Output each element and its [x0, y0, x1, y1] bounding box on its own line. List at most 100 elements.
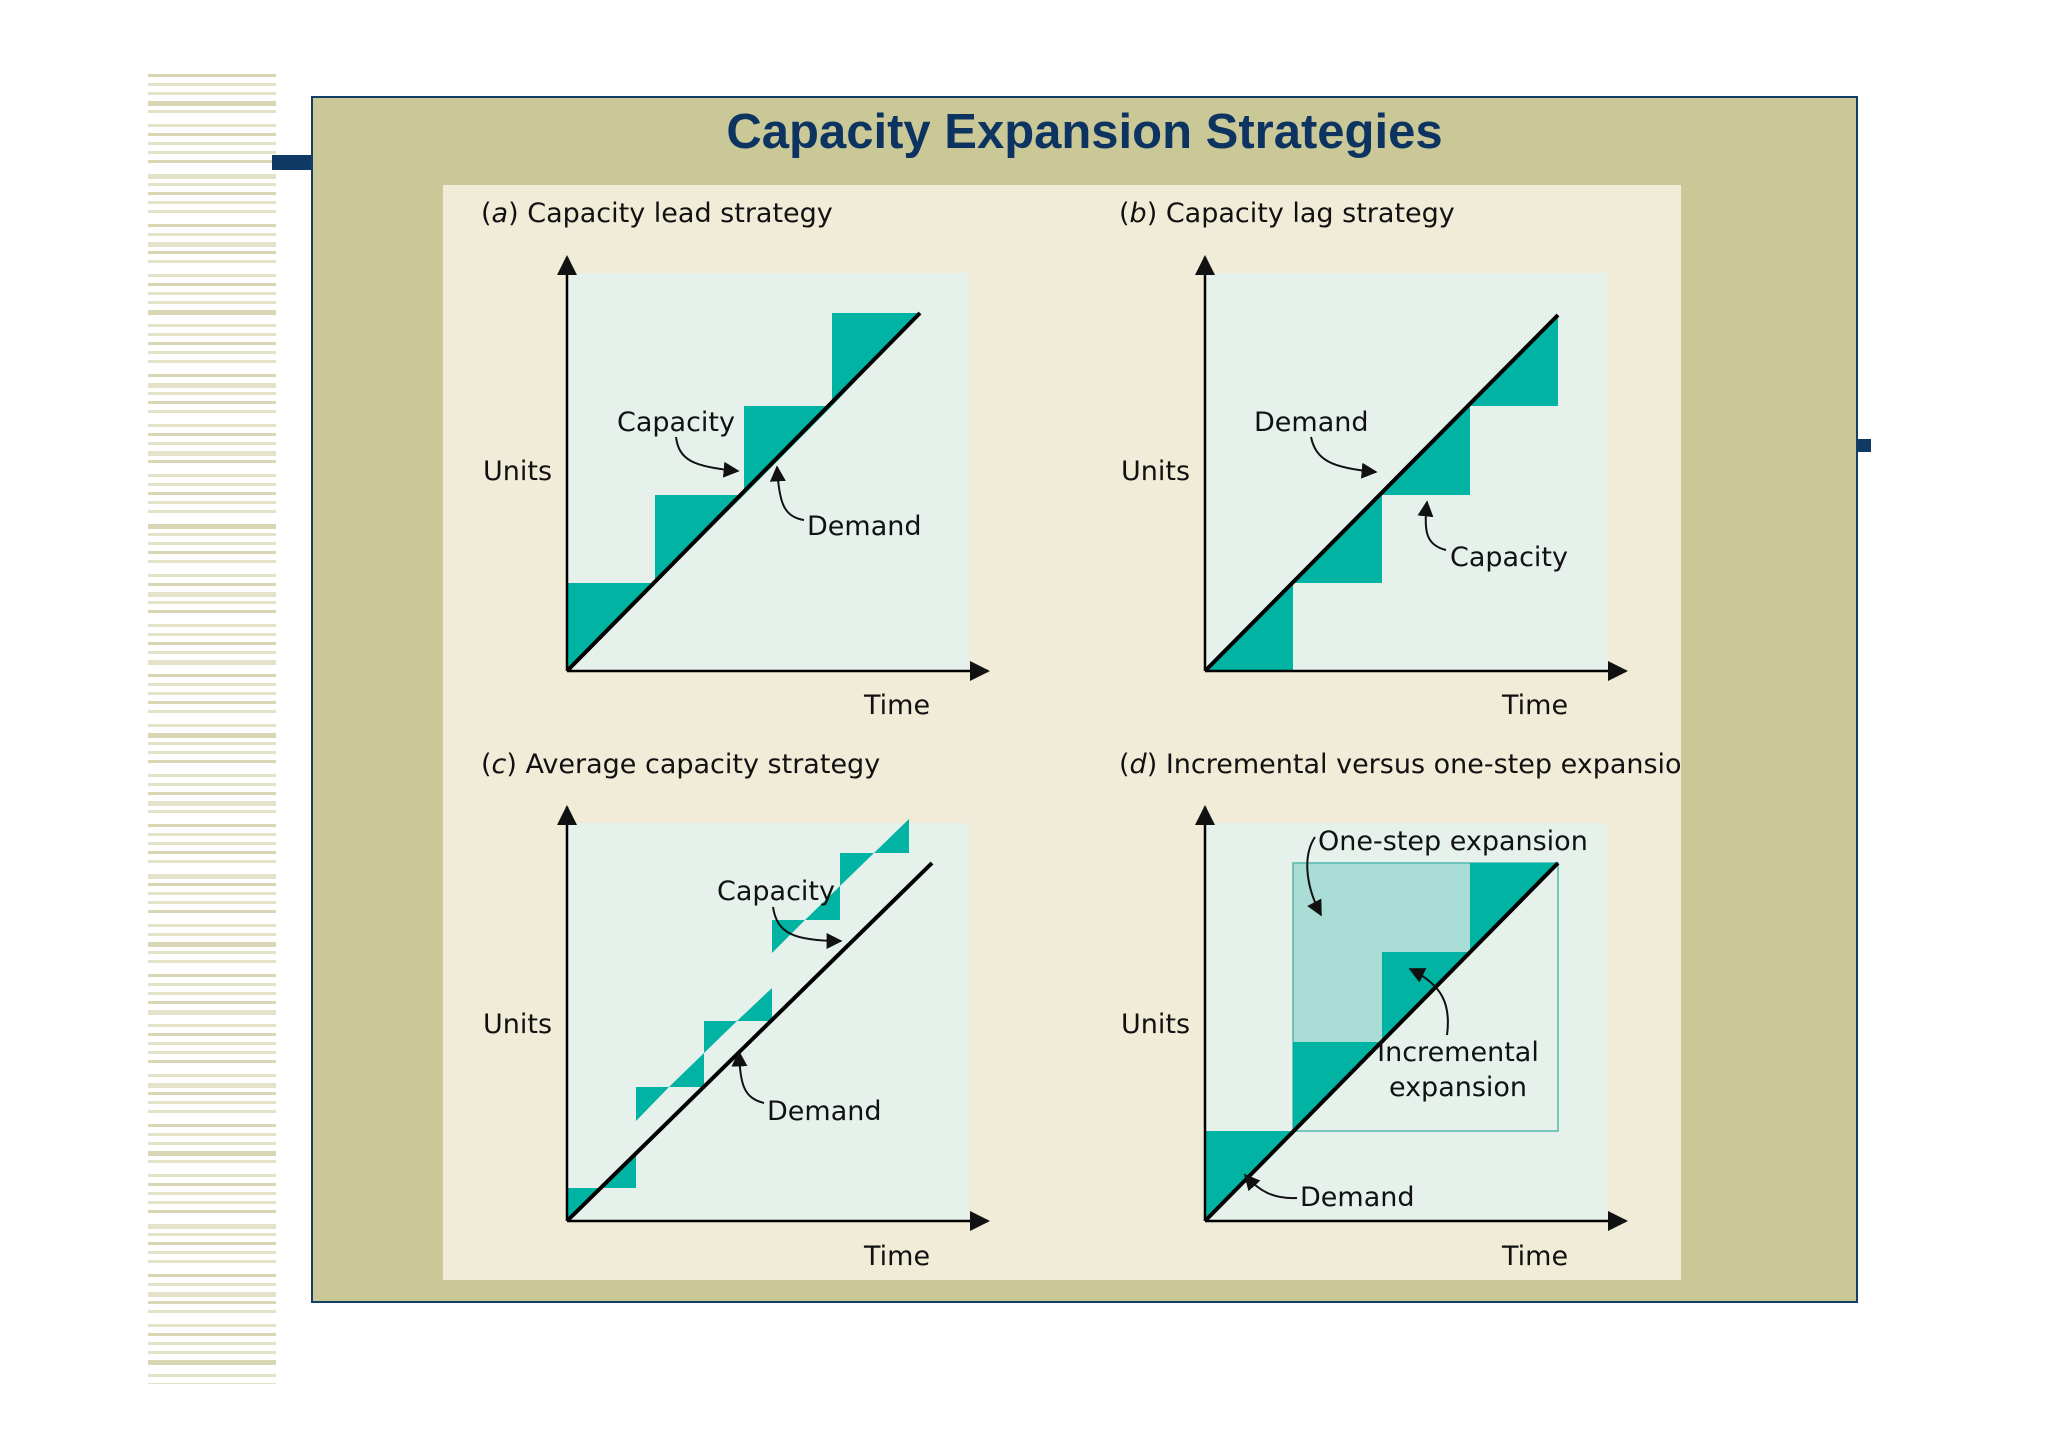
stripe-line	[148, 310, 276, 315]
stripe-line	[148, 610, 276, 613]
stripe-line	[148, 374, 276, 377]
stripe-line	[148, 783, 276, 786]
stripe-line	[148, 1160, 276, 1163]
stripe-line	[148, 1074, 276, 1077]
panel-b-caption-text: Capacity lag strategy	[1166, 198, 1455, 229]
panel-d-demand-label: Demand	[1300, 1182, 1415, 1213]
stripe-line	[148, 710, 276, 713]
stripe-line	[148, 633, 276, 636]
stripe-line	[148, 910, 276, 913]
stripe-line	[148, 701, 276, 704]
stripe-line	[148, 1333, 276, 1336]
panel-d-one-step-arrow	[1306, 836, 1322, 917]
stripe-line	[148, 1151, 276, 1156]
decorative-stripes	[148, 74, 276, 1384]
stripe-line	[148, 674, 276, 677]
stripe-line	[148, 1283, 276, 1286]
stripe-line	[148, 1024, 276, 1027]
panel-b-capacity-arrow	[1417, 500, 1447, 551]
stripe-line	[148, 301, 276, 304]
stripe-line	[148, 692, 276, 695]
stripe-line	[148, 1360, 276, 1365]
stripe-line	[148, 192, 276, 195]
stripe-line	[148, 292, 276, 295]
stripe-line	[148, 1383, 276, 1384]
stripe-line	[148, 1124, 276, 1127]
panel-d-letter: d	[1130, 749, 1148, 780]
stripe-line	[148, 92, 276, 95]
panel-d-caption: (d) Incremental versus one-step expansio…	[1119, 749, 1681, 780]
panel-a-demand-label: Demand	[807, 511, 922, 542]
stripe-line	[148, 101, 276, 106]
panel-a-caption-text: Capacity lead strategy	[527, 198, 833, 229]
stripe-line	[148, 983, 276, 986]
panel-b-x-label: Time	[1501, 690, 1568, 721]
stripe-line	[148, 1033, 276, 1036]
stripe-line	[148, 924, 276, 927]
stripe-line	[148, 601, 276, 604]
stripe-line	[148, 383, 276, 388]
stripe-line	[148, 360, 276, 363]
panel-a-x-label: Time	[863, 690, 930, 721]
stripe-line	[148, 933, 276, 936]
stripe-line	[148, 560, 276, 563]
stripe-line	[148, 501, 276, 504]
panel-d-caption-text: Incremental versus one-step expansion	[1166, 749, 1681, 780]
panel-a-demand-line	[565, 311, 922, 673]
stripe-line	[148, 151, 276, 154]
stripe-line	[148, 1051, 276, 1054]
stripe-line	[148, 83, 276, 86]
stripe-line	[148, 851, 276, 854]
stripe-line	[148, 260, 276, 263]
accent-bar-left	[272, 155, 312, 170]
panel-d-x-label: Time	[1501, 1241, 1568, 1272]
panel-d-demand-arrow	[1243, 1173, 1298, 1200]
panel-d-y-label: Units	[1121, 1009, 1190, 1040]
panel-c-demand-arrow	[731, 1050, 765, 1104]
stripe-line	[148, 142, 276, 145]
stripe-line	[148, 533, 276, 536]
panel-d-one-step-label: One-step expansion	[1318, 826, 1588, 857]
stripe-line	[148, 1251, 276, 1254]
stripe-line	[148, 392, 276, 395]
stripe-line	[148, 510, 276, 513]
stripe-line	[148, 1174, 276, 1177]
stripe-line	[148, 333, 276, 336]
stripe-line	[148, 1060, 276, 1063]
stripe-line	[148, 1292, 276, 1297]
stripe-line	[148, 251, 276, 254]
stripe-line	[148, 774, 276, 777]
stripe-line	[148, 1274, 276, 1277]
stripe-line	[148, 483, 276, 486]
stripe-line	[148, 824, 276, 827]
stripe-line	[148, 551, 276, 554]
stripe-line	[148, 810, 276, 813]
stripe-line	[148, 442, 276, 445]
panel-c: (c) Average capacity strategy Units Time…	[481, 749, 990, 1272]
panel-d-incremental-label-1: Incremental	[1377, 1037, 1539, 1068]
stripe-line	[148, 183, 276, 186]
panel-b: (b) Capacity lag strategy Units Time Dem…	[1119, 198, 1628, 721]
stripe-line	[148, 733, 276, 738]
figure-panel: (a) Capacity lead strategy Units Time Ca…	[443, 185, 1681, 1280]
stripe-line	[148, 751, 276, 754]
panel-b-caption: (b) Capacity lag strategy	[1119, 198, 1455, 229]
stripe-line	[148, 583, 276, 586]
stripe-line	[148, 974, 276, 977]
stripe-line	[148, 960, 276, 963]
stripe-line	[148, 201, 276, 204]
accent-bar-right	[1857, 439, 1871, 452]
stripe-line	[148, 592, 276, 597]
stripe-line	[148, 433, 276, 436]
panel-c-y-label: Units	[483, 1009, 552, 1040]
stripe-line	[148, 1324, 276, 1327]
stripe-line	[148, 524, 276, 529]
stripe-line	[148, 283, 276, 286]
stripe-line	[148, 224, 276, 227]
stripe-line	[148, 1083, 276, 1088]
capacity-strategies-diagram: (a) Capacity lead strategy Units Time Ca…	[481, 198, 1681, 1272]
stripe-line	[148, 724, 276, 727]
stripe-line	[148, 942, 276, 947]
stripe-line	[148, 574, 276, 577]
stripe-line	[148, 242, 276, 247]
